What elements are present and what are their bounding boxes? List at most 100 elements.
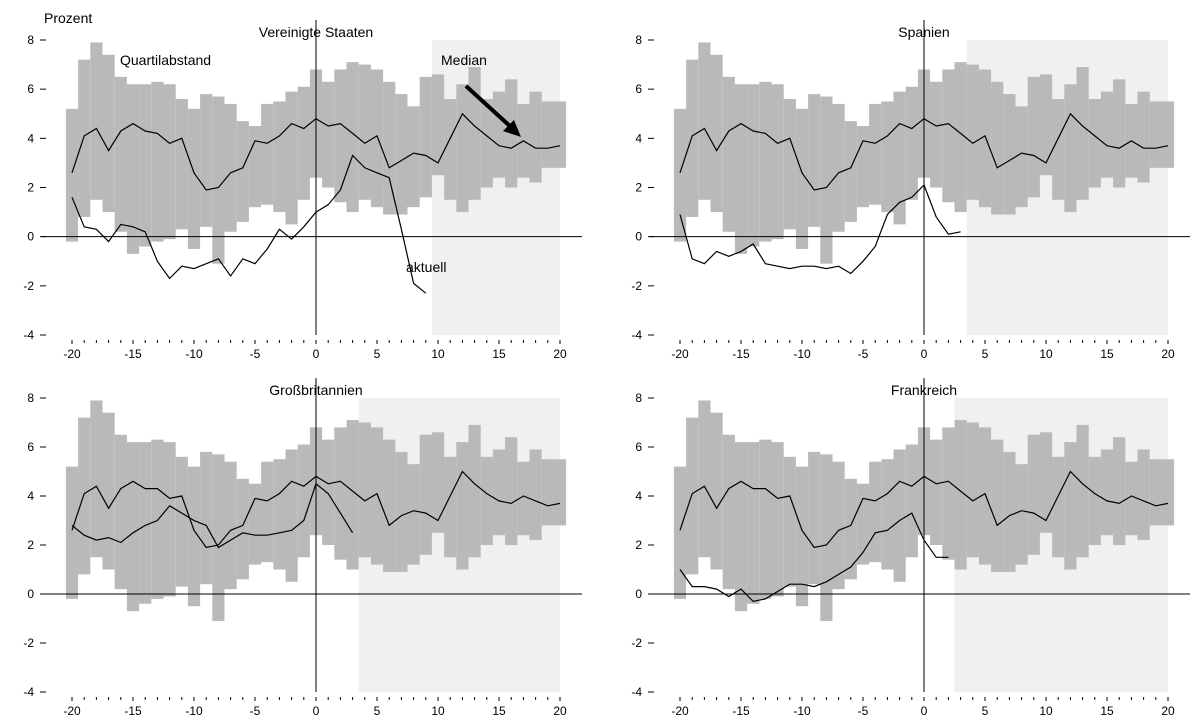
us-quartile-band-bar: [346, 62, 359, 213]
france-quartile-band-bar: [1125, 461, 1138, 536]
uk-title: Großbritannien: [269, 382, 362, 398]
quartile-annotation: Quartilabstand: [120, 52, 211, 68]
us-quartile-band-bar: [297, 86, 310, 200]
spain-quartile-band-bar: [893, 91, 906, 225]
us-quartile-band-bar: [65, 108, 79, 242]
us-quartile-band-bar: [358, 64, 371, 200]
spain-y-tick-label: 8: [635, 33, 642, 47]
spain-quartile-band-bar: [1064, 84, 1077, 213]
uk-quartile-band-bar: [236, 478, 249, 580]
us-x-tick-label: -20: [63, 347, 81, 361]
spain-quartile-band-bar: [820, 96, 833, 264]
spain-quartile-band-bar: [771, 84, 784, 240]
us-y-tick-label: 8: [27, 33, 34, 47]
france-x-tick-label: -15: [732, 704, 750, 715]
spain-quartile-band-bar: [710, 54, 723, 213]
current-annotation: aktuell: [406, 259, 446, 275]
uk-x-tick-label: 5: [374, 704, 381, 715]
france-quartile-band-bar: [747, 442, 760, 604]
spain-quartile-band-bar: [978, 69, 992, 208]
us-quartile-band-bar: [468, 67, 481, 200]
france-x-tick-label: 10: [1039, 704, 1053, 715]
us-x-tick-label: 5: [374, 347, 381, 361]
uk-quartile-band-bar: [517, 461, 530, 536]
us-quartile-band-bar: [114, 76, 127, 232]
france-quartile-band-bar: [832, 461, 845, 590]
spain-title: Spanien: [898, 24, 949, 40]
france-y-tick-label: -4: [631, 685, 642, 699]
france-quartile-band-bar: [1027, 434, 1040, 555]
spain-quartile-band-bar: [808, 94, 821, 227]
france-quartile-band-bar: [734, 442, 748, 612]
us-quartile-band-bar: [212, 96, 225, 264]
spain-x-tick-label: 0: [921, 347, 928, 361]
uk-quartile-band-bar: [431, 432, 445, 533]
france-quartile-band-bar: [698, 400, 711, 558]
us-quartile-band-bar: [407, 106, 420, 208]
spain-quartile-band-bar: [698, 42, 711, 200]
us-quartile-band-bar: [163, 84, 176, 240]
us-x-tick-label: 15: [492, 347, 506, 361]
spain-series-aktuell: [679, 183, 961, 275]
uk-quartile-band-bar: [187, 466, 201, 607]
france-quartile-band-bar: [869, 461, 882, 563]
spain-quartile-band-bar: [832, 103, 845, 232]
uk-quartile-band-bar: [175, 456, 188, 587]
uk-quartile-band-bar: [358, 422, 371, 558]
uk-quartile-band-bar: [102, 412, 115, 570]
uk-quartile-band-bar: [444, 456, 457, 558]
france-quartile-band-bar: [844, 478, 857, 580]
uk-x-tick-label: 10: [431, 704, 445, 715]
uk-x-tick-label: 0: [313, 704, 320, 715]
france-quartile-band-bar: [771, 442, 784, 597]
spain-quartile-band-bar: [1039, 74, 1053, 176]
france-quartile-band-bar: [942, 427, 955, 560]
us-quartile-band-bar: [200, 94, 213, 227]
france-quartile-band-bar: [1076, 424, 1089, 558]
france-y-tick-label: 6: [635, 440, 642, 454]
spain-quartile-band-bar: [1052, 99, 1065, 200]
median-arrow: [464, 84, 514, 130]
uk-quartile-band-bar: [456, 442, 469, 570]
spain-quartile-band-bar: [930, 81, 943, 188]
uk-quartile-band-bar: [322, 439, 335, 545]
us-quartile-band-bar: [553, 101, 567, 168]
spain-x-tick-label: 10: [1039, 347, 1053, 361]
france-x-tick-label: 5: [982, 704, 989, 715]
us-x-tick-label: 10: [431, 347, 445, 361]
france-y-tick-label: 8: [635, 391, 642, 405]
uk-x-tick-label: 15: [492, 704, 506, 715]
uk-quartile-band-bar: [553, 459, 567, 526]
spain-quartile-band-bar: [844, 121, 857, 222]
france-quartile-band-bar: [881, 459, 894, 570]
spain-quartile-band-bar: [942, 69, 955, 203]
spain-x-tick-label: -15: [732, 347, 750, 361]
france-quartile-band-bar: [905, 444, 918, 558]
uk-series-aktuell: [71, 482, 354, 549]
us-quartile-band-bar: [419, 76, 432, 198]
us-title: Vereinigte Staaten: [259, 24, 373, 40]
france-series-median: [679, 470, 1169, 549]
spain-y-tick-label: -2: [631, 279, 642, 293]
uk-y-tick-label: 6: [27, 440, 34, 454]
france-x-tick-label: 15: [1100, 704, 1114, 715]
france-quartile-band-bar: [930, 439, 943, 545]
uk-quartile-band-bar: [285, 449, 298, 582]
us-quartile-band-bar: [395, 94, 408, 215]
us-x-tick-label: -10: [185, 347, 203, 361]
france-x-tick-label: 20: [1161, 704, 1175, 715]
france-quartile-band-bar: [991, 439, 1004, 572]
uk-quartile-band-bar: [468, 424, 481, 558]
us-quartile-band-bar: [273, 101, 286, 213]
spain-y-tick-label: 2: [635, 181, 642, 195]
spain-x-tick-label: 15: [1100, 347, 1114, 361]
france-y-tick-label: 2: [635, 538, 642, 552]
france-quartile-band-bar: [1149, 459, 1162, 526]
spain-quartile-band-bar: [722, 76, 735, 232]
us-quartile-band-bar: [126, 84, 140, 254]
y-axis-label: Prozent: [44, 10, 92, 26]
spain-quartile-band-bar: [1100, 91, 1114, 178]
france-quartile-band-bar: [686, 417, 699, 575]
